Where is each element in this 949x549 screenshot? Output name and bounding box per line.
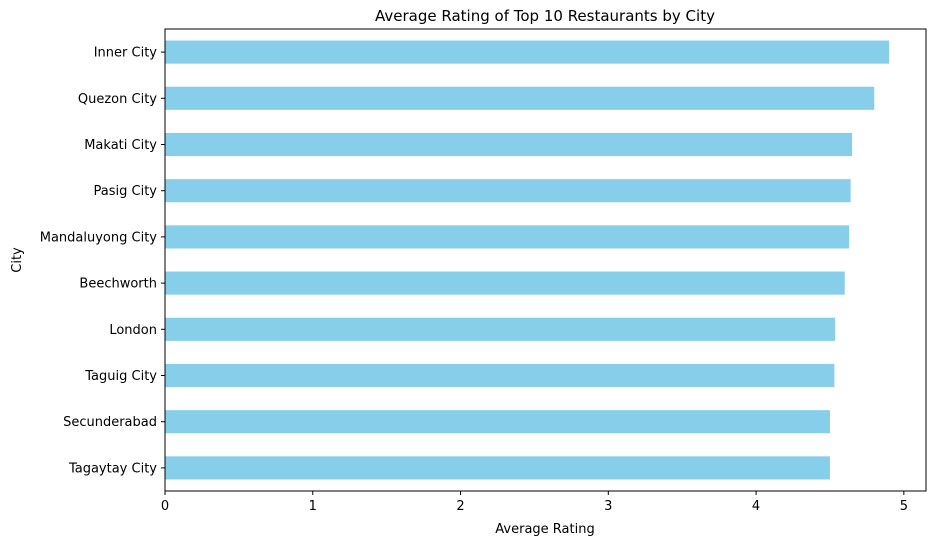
x-tick-label: 1 (309, 499, 317, 514)
chart-title: Average Rating of Top 10 Restaurants by … (375, 7, 715, 25)
bar-beechworth (165, 271, 845, 295)
plot-area-border (164, 28, 927, 492)
bar-inner-city (165, 40, 890, 64)
x-tick-label: 2 (456, 499, 464, 514)
y-tick-label: Tagaytay City (68, 461, 157, 476)
y-tick-label: London (109, 323, 157, 338)
bar-london (165, 317, 836, 341)
y-tick-label: Mandaluyong City (40, 230, 158, 245)
x-axis-label: Average Rating (495, 522, 594, 537)
bar-quezon-city (165, 86, 875, 110)
y-tick-label: Beechworth (79, 277, 157, 292)
y-tick-label: Quezon City (78, 92, 157, 107)
y-tick-label: Pasig City (94, 184, 158, 199)
y-tick-label: Makati City (84, 138, 157, 153)
bars-layer (165, 40, 890, 480)
x-tick-label: 0 (161, 499, 169, 514)
x-tick-label: 5 (900, 499, 908, 514)
axes-frame (164, 28, 927, 492)
y-tick-label: Secunderabad (63, 415, 157, 430)
x-axis: 0 1 2 3 4 5 (161, 491, 908, 514)
bar-taguig-city (165, 363, 835, 388)
y-axis-label: City (10, 247, 25, 273)
y-tick-label: Taguig City (84, 369, 157, 384)
bar-secunderabad (165, 410, 830, 434)
x-tick-label: 3 (604, 499, 612, 514)
bar-tagaytay-city (165, 456, 830, 480)
bar-pasig-city (165, 179, 851, 203)
y-tick-label: Inner City (94, 46, 158, 61)
x-tick-label: 4 (752, 499, 760, 514)
bar-makati-city (165, 132, 853, 157)
y-axis: Tagaytay City Secunderabad Taguig City Lond… (40, 46, 165, 476)
bar-mandaluyong-city (165, 225, 850, 249)
